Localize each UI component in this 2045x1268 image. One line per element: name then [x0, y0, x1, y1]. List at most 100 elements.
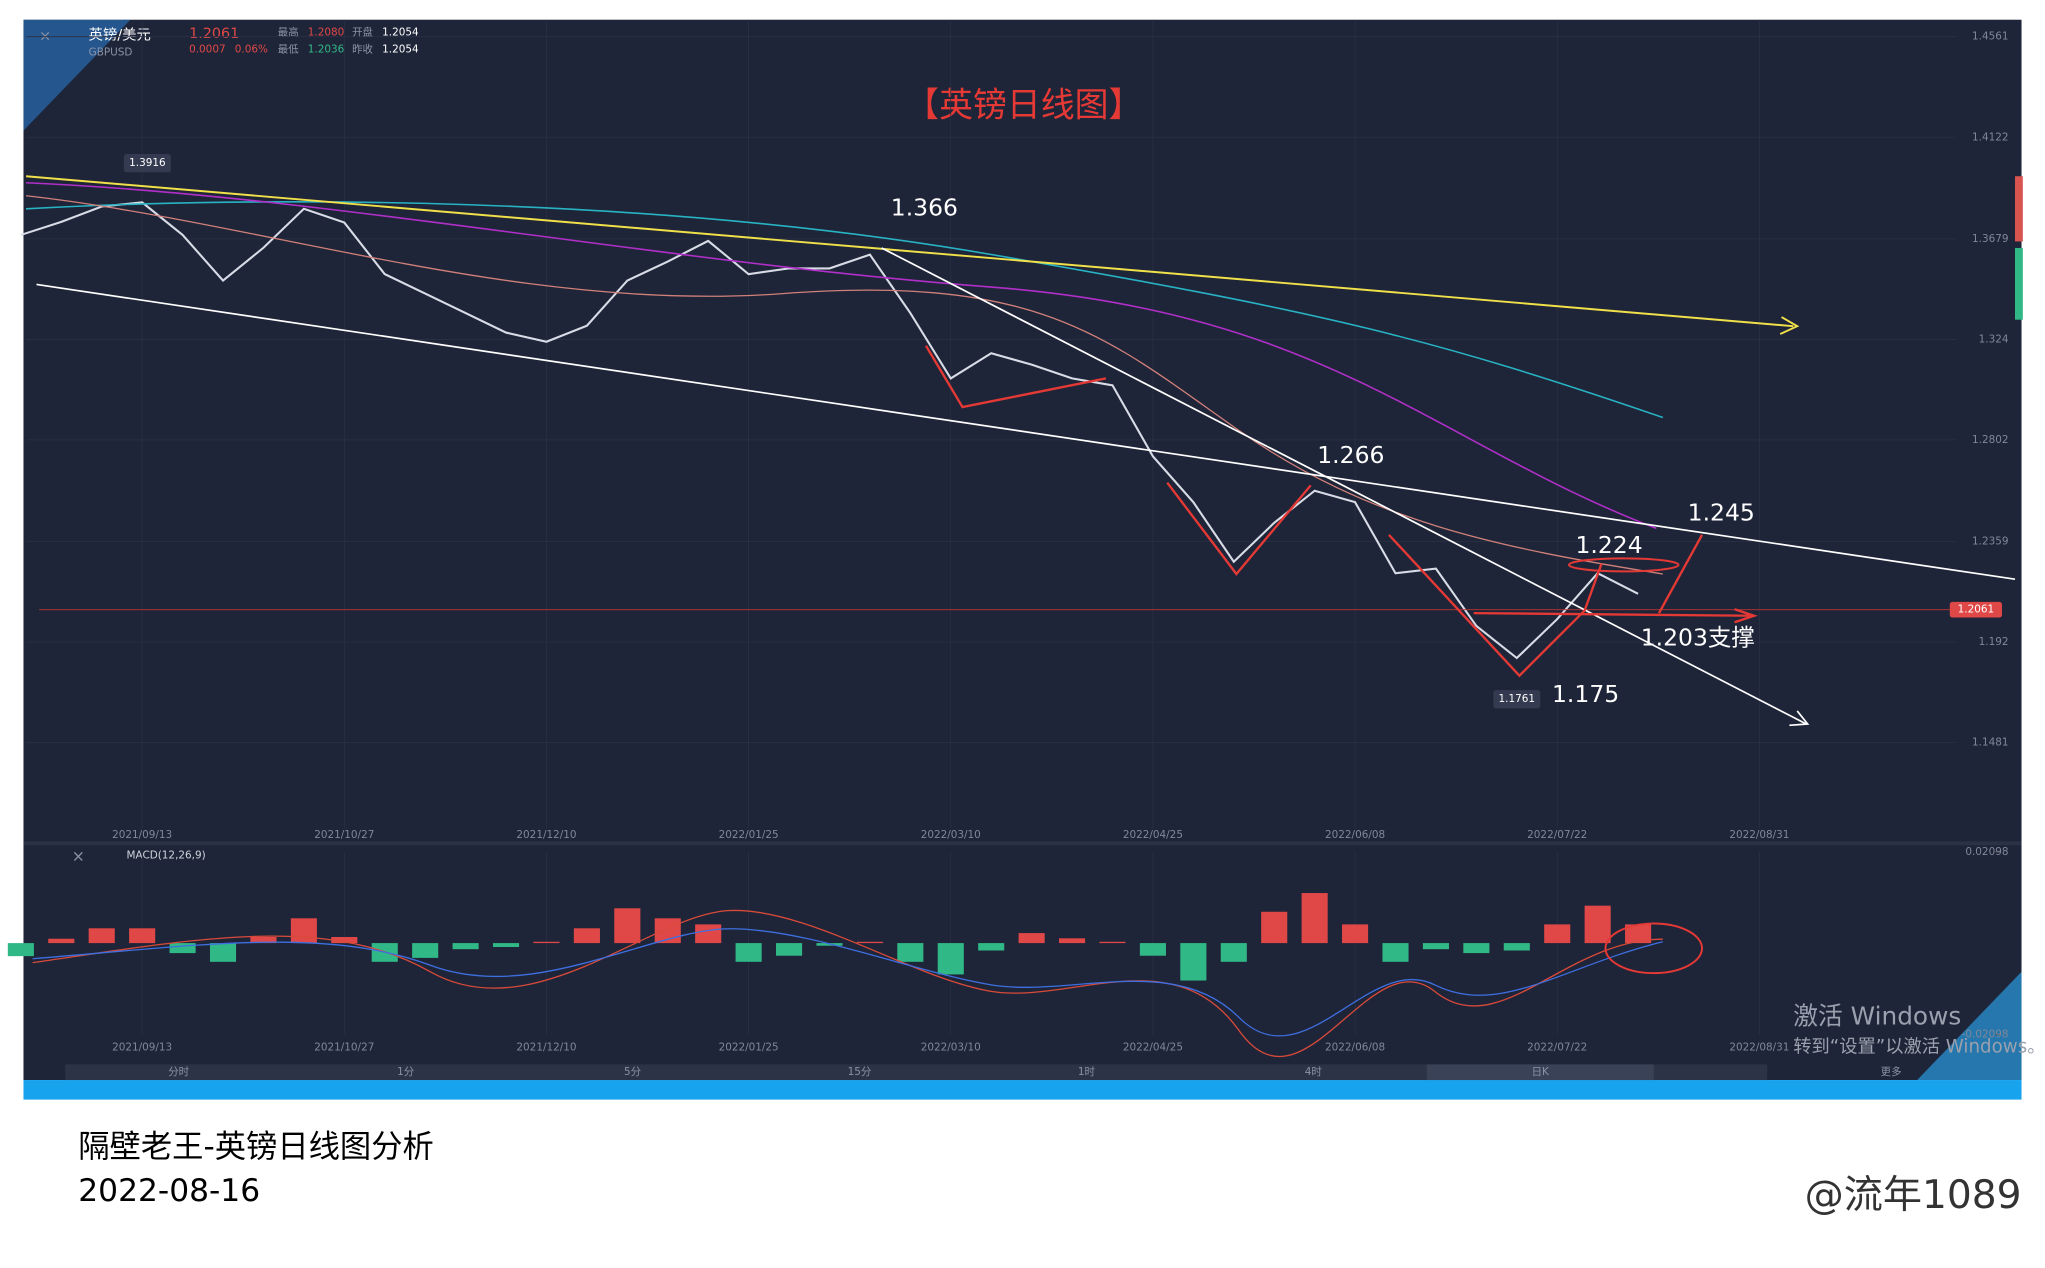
ellipse [1567, 557, 1680, 573]
x-tick-label: 2021/12/10 [516, 1041, 576, 1053]
corner [23, 19, 131, 131]
close-icon[interactable]: × [72, 847, 85, 866]
timeframe[interactable]: 日K [1532, 1066, 1550, 1078]
side-tab[interactable] [2015, 176, 2023, 242]
ellipse [1604, 922, 1703, 975]
macd-bar [937, 943, 964, 975]
watermark: 激活 Windows [1793, 1001, 1961, 1030]
macd-bar [695, 924, 722, 944]
macd-bar [897, 943, 924, 962]
macd-bar [614, 908, 641, 944]
timeframe[interactable]: 4时 [1305, 1066, 1323, 1078]
timeframe[interactable]: 分时 [168, 1066, 189, 1078]
value: 1.2054 [382, 27, 419, 39]
macd-bar [250, 937, 277, 944]
macd-bar [735, 943, 762, 962]
y-tick-label: 1.2359 [1972, 535, 2008, 547]
macd-bar [169, 943, 196, 954]
macd-bar [978, 943, 1005, 951]
timeframe-bar [65, 1064, 1768, 1081]
x-tick-label: 2021/10/27 [314, 829, 374, 841]
timeframe[interactable]: 15分 [848, 1066, 872, 1078]
change-pct: 0.06% [235, 44, 268, 56]
x-tick-label: 2022/03/10 [921, 829, 981, 841]
price-tag [1949, 601, 2002, 618]
macd-bar [1018, 933, 1045, 944]
x-tick-label: 2022/08/31 [1729, 829, 1789, 841]
macd-bar [7, 943, 34, 957]
value: 1.2080 [308, 27, 344, 39]
macd-bar [1139, 943, 1166, 956]
macd-bar [1059, 938, 1086, 944]
y-tick-label: 0.02098 [1965, 846, 2008, 858]
support-line [1473, 611, 1755, 617]
y-tick-label: 1.1481 [1972, 737, 2008, 749]
label: 最低 [278, 43, 299, 56]
x-tick-label: 2021/09/13 [112, 1041, 172, 1053]
price-box-label: 1.1761 [1499, 693, 1535, 705]
zigzag [1388, 534, 1603, 678]
macd-bar [1342, 924, 1369, 944]
macd-bar [129, 928, 156, 944]
macd-bar [1220, 943, 1247, 962]
price: 1.2061 [189, 26, 239, 42]
annotation: 1.245 [1688, 499, 1755, 527]
trend-line [36, 283, 2016, 581]
timeframe[interactable]: 1分 [397, 1066, 414, 1078]
macd-bar [1382, 943, 1409, 962]
macd-line [32, 909, 1663, 1058]
timeframe[interactable]: 1时 [1078, 1066, 1096, 1078]
change: 0.0007 [189, 44, 225, 56]
macd-bar [533, 941, 560, 944]
macd-bar [452, 943, 479, 950]
label: 昨收 [352, 43, 373, 56]
value: 1.2054 [382, 44, 419, 56]
side-tab[interactable] [2015, 247, 2023, 320]
annotation: 1.366 [891, 193, 958, 221]
blue-strip [23, 1080, 2022, 1100]
macd-bar [412, 943, 439, 958]
ma-line [26, 181, 1657, 530]
panel-divider [23, 841, 2022, 846]
y-tick-label: 1.324 [1979, 333, 2009, 345]
y-tick-label: 1.4561 [1972, 31, 2008, 43]
macd-bar [1584, 905, 1611, 944]
x-tick-label: 2022/03/10 [921, 1041, 981, 1053]
price-tag-label: 1.2061 [1958, 604, 1994, 616]
price-box [1493, 690, 1541, 709]
label: 最高 [278, 26, 299, 39]
timeframe-active [1426, 1064, 1654, 1081]
signal-line [32, 928, 1664, 1037]
macd-bar [856, 941, 883, 944]
price-line [20, 201, 1639, 660]
arrow [1789, 710, 1810, 727]
y-tick-label: -0.02098 [1962, 1028, 2009, 1040]
zigzag [1166, 482, 1312, 576]
y-tick-label: 1.4122 [1972, 131, 2008, 143]
macd-bar [209, 943, 237, 962]
annotation: 1.203支撑 [1641, 624, 1755, 652]
corner [1917, 971, 2022, 1081]
value: 1.2036 [308, 44, 344, 56]
timeframe[interactable]: 5分 [624, 1066, 641, 1078]
ma-line [26, 195, 1663, 575]
symbol-name[interactable]: 英镑/美元 [89, 25, 151, 43]
author: @流年1089 [1805, 1173, 2022, 1218]
x-tick-label: 2022/08/31 [1729, 1041, 1789, 1053]
drawings [26, 175, 2016, 1058]
macd-bar [48, 938, 75, 944]
label: 开盘 [352, 26, 373, 39]
caption-title: 隔壁老王-英镑日线图分析 [78, 1129, 434, 1165]
timeframe[interactable]: 更多 [1881, 1065, 1902, 1078]
symbol-code: GBPUSD [89, 46, 133, 58]
macd-bar [1099, 941, 1126, 944]
x-tick-label: 2022/04/25 [1123, 829, 1183, 841]
x-tick-label: 2022/06/08 [1325, 829, 1385, 841]
macd-bar [1180, 943, 1207, 981]
zigzag [924, 345, 1107, 409]
macd-bar [88, 928, 115, 944]
price-box [123, 154, 171, 173]
annotation: 1.266 [1317, 441, 1384, 469]
x-tick-label: 2022/04/25 [1123, 1041, 1183, 1053]
